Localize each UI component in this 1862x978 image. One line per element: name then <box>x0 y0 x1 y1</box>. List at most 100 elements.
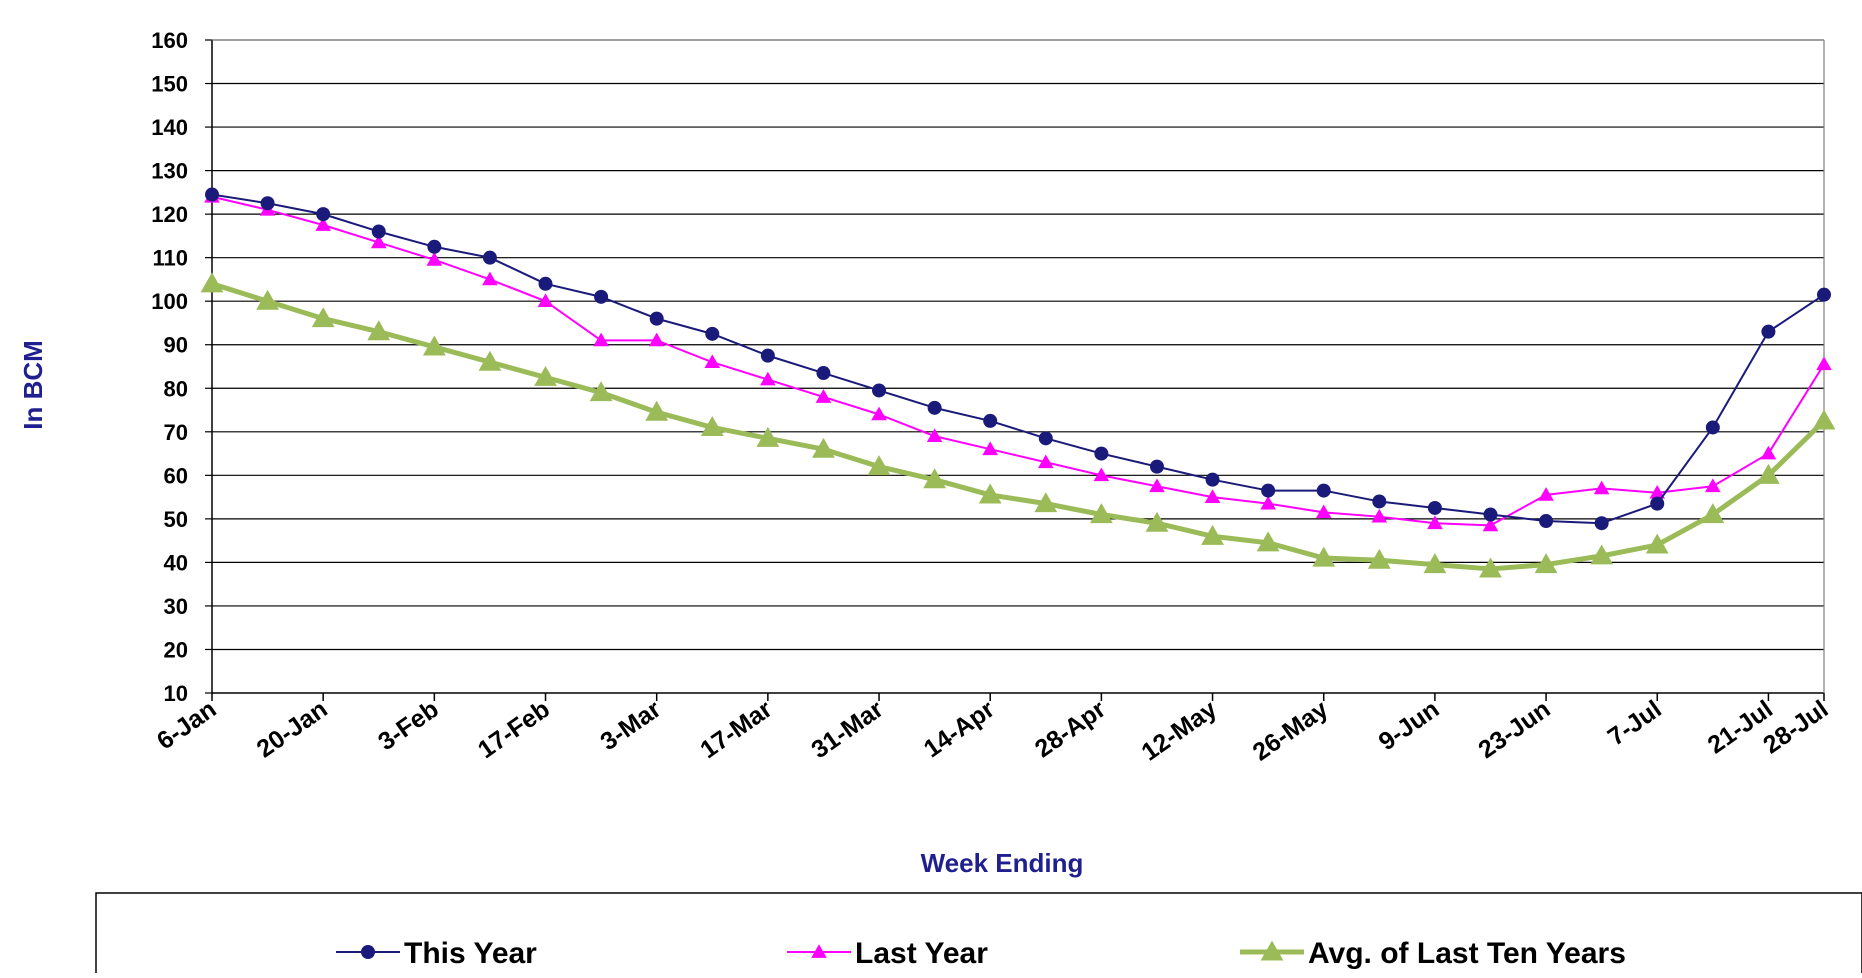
data-point <box>316 207 331 222</box>
data-point <box>760 371 776 386</box>
data-point <box>1260 495 1276 510</box>
data-point <box>872 383 887 398</box>
y-tick-label: 110 <box>153 246 189 271</box>
x-tick-label: 14-Apr <box>919 695 1000 764</box>
data-point <box>478 350 502 371</box>
legend-item: This Year <box>336 937 537 970</box>
data-point <box>594 289 609 304</box>
axes <box>205 39 1825 701</box>
series-1 <box>204 188 1832 532</box>
data-point <box>811 944 827 958</box>
data-point <box>589 381 613 402</box>
data-point <box>983 413 998 428</box>
y-tick-label: 150 <box>151 72 188 97</box>
data-point <box>1145 511 1169 532</box>
data-point <box>1149 459 1164 474</box>
series-lines <box>200 187 1836 578</box>
data-point <box>1705 478 1721 493</box>
data-point <box>871 406 887 421</box>
y-tick-label: 90 <box>164 333 188 358</box>
data-point <box>1205 472 1220 487</box>
data-point <box>1201 524 1224 545</box>
x-axis-title: Week Ending <box>921 848 1084 878</box>
data-point <box>1367 548 1391 569</box>
y-axis-title: In BCM <box>18 340 48 430</box>
data-point <box>1316 483 1331 498</box>
y-tick-label: 70 <box>164 420 188 445</box>
data-point <box>1312 546 1336 567</box>
data-point <box>700 416 724 436</box>
legend-label: Avg. of Last Ten Years <box>1308 937 1626 970</box>
data-point <box>1261 483 1276 498</box>
x-tick-label: 17-Mar <box>695 695 777 764</box>
x-tick-label: 31-Mar <box>806 695 888 764</box>
data-point <box>1593 480 1610 495</box>
data-point <box>260 196 275 211</box>
series-line <box>211 195 1825 527</box>
y-tick-label: 130 <box>151 159 188 184</box>
data-point <box>256 289 279 310</box>
x-tick-label: 17-Feb <box>473 695 555 764</box>
data-point <box>534 365 557 386</box>
data-point <box>422 335 446 356</box>
data-point <box>1372 494 1387 509</box>
data-point <box>816 366 831 381</box>
data-point <box>705 326 720 341</box>
series-line <box>211 193 1825 525</box>
data-point <box>1534 553 1558 574</box>
x-tick-label: 20-Jan <box>252 695 333 763</box>
data-point <box>1479 557 1502 578</box>
data-point <box>1204 489 1221 503</box>
data-point <box>371 224 386 239</box>
data-point <box>537 293 554 308</box>
data-point <box>311 307 335 328</box>
data-point <box>538 276 553 291</box>
legend-box <box>95 892 1862 978</box>
y-tick-label: 160 <box>151 28 188 53</box>
data-point <box>1645 533 1669 554</box>
y-tick-label: 60 <box>164 463 188 488</box>
legend-label: Last Year <box>855 937 988 970</box>
data-point <box>1538 487 1554 501</box>
data-point <box>978 483 1002 504</box>
x-tick-label: 12-May <box>1136 695 1222 767</box>
data-point <box>982 441 999 456</box>
legend: This Year Last Year Avg. of Last Ten Years <box>95 892 1862 978</box>
data-point <box>1649 484 1666 499</box>
data-point <box>1817 287 1831 302</box>
data-point <box>482 250 497 265</box>
data-point <box>1094 446 1109 461</box>
data-point <box>645 400 669 421</box>
data-point <box>756 426 780 447</box>
data-point <box>648 332 665 347</box>
x-tick-label: 3-Mar <box>595 695 666 756</box>
y-tick-label: 100 <box>151 289 188 314</box>
data-point <box>1701 503 1725 524</box>
data-point <box>205 187 219 202</box>
data-point <box>1256 531 1280 552</box>
data-point <box>760 348 775 363</box>
y-tick-label: 40 <box>164 550 188 575</box>
data-point <box>1423 553 1447 574</box>
data-point <box>1037 454 1054 469</box>
y-tick-label: 10 <box>164 681 188 706</box>
data-point <box>367 320 391 341</box>
data-point <box>704 354 721 368</box>
x-tick-label: 28-Apr <box>1030 695 1111 764</box>
data-point <box>482 271 498 286</box>
data-point <box>1482 517 1499 532</box>
legend-items: This Year Last Year Avg. of Last Ten Years <box>336 937 1626 970</box>
x-tick-label: 26-May <box>1248 695 1334 767</box>
data-point <box>1093 467 1110 482</box>
tick-labels: 1020304050607080901001101201301401501606… <box>151 28 1833 767</box>
data-point <box>867 455 891 476</box>
series-0 <box>205 187 1831 531</box>
data-point <box>593 332 609 347</box>
y-tick-label: 120 <box>151 202 188 227</box>
series-2 <box>200 272 1836 578</box>
legend-item: Avg. of Last Ten Years <box>1240 937 1626 970</box>
legend-label: This Year <box>404 937 537 970</box>
data-point <box>200 272 224 293</box>
data-point <box>926 428 943 443</box>
